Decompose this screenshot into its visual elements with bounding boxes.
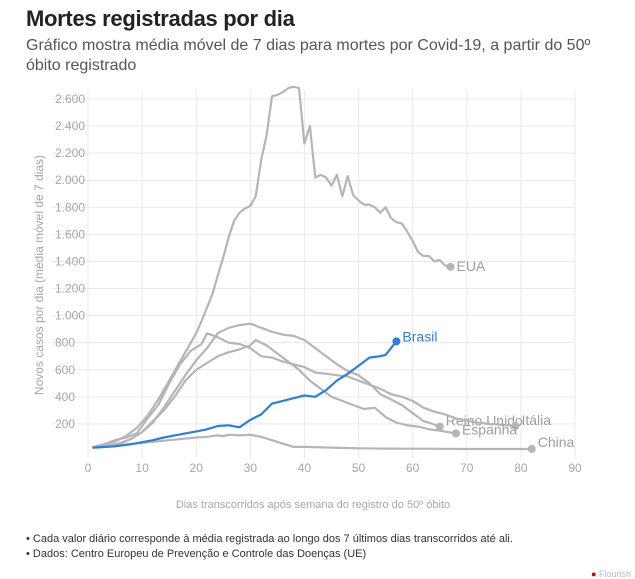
series-line-italia bbox=[92, 332, 517, 448]
y-tick-label: 1.200 bbox=[55, 282, 85, 296]
highlighted-series-group: Brasil bbox=[92, 328, 437, 449]
series-end-marker-brasil bbox=[392, 337, 401, 346]
y-tick-label: 600 bbox=[55, 363, 75, 377]
x-axis-title: Dias transcorridos após semana do regist… bbox=[176, 499, 450, 511]
x-tick-label: 50 bbox=[352, 461, 366, 475]
series-brasil: Brasil bbox=[92, 328, 437, 449]
y-tick-label: 400 bbox=[55, 390, 75, 404]
series-italia: Itália bbox=[92, 332, 551, 448]
y-tick-label: 2.200 bbox=[55, 146, 85, 160]
y-axis-ticks: 200 400 600 800 1.000 1.200 1.400 1.600 1.800 2.0… bbox=[55, 92, 85, 431]
x-tick-label: 70 bbox=[460, 461, 474, 475]
x-tick-label: 0 bbox=[85, 461, 92, 475]
flourish-mark-icon: ● bbox=[591, 569, 597, 579]
flourish-logo-text: Flourish bbox=[598, 569, 631, 579]
series-end-marker-eua bbox=[446, 262, 455, 271]
series-end-marker-espanha bbox=[451, 429, 460, 438]
x-tick-label: 90 bbox=[568, 461, 582, 475]
y-tick-label: 800 bbox=[55, 336, 75, 350]
series-line-china bbox=[92, 433, 533, 451]
y-axis-title: Novos casos por dia (média móvel de 7 di… bbox=[32, 155, 46, 395]
y-tick-label: 200 bbox=[55, 417, 75, 431]
series-end-marker-china bbox=[527, 444, 536, 453]
x-gridlines bbox=[87, 90, 576, 459]
x-tick-label: 10 bbox=[135, 461, 149, 475]
series-espanha: Espanha bbox=[92, 338, 517, 449]
series-line-brasil bbox=[92, 340, 398, 449]
series-label-italia: Itália bbox=[521, 412, 551, 428]
footnote-moving-average: • Cada valor diário corresponde à média … bbox=[26, 533, 513, 545]
y-tick-label: 2.600 bbox=[55, 92, 85, 106]
series-end-marker-italia bbox=[511, 421, 520, 430]
x-axis-ticks: 0 10 20 30 40 50 60 70 80 90 bbox=[85, 461, 582, 475]
series-line-eua bbox=[92, 85, 452, 448]
x-tick-label: 30 bbox=[244, 461, 258, 475]
y-tick-label: 1.600 bbox=[55, 227, 85, 241]
chart-title: Mortes registradas por dia bbox=[26, 6, 295, 31]
x-tick-label: 60 bbox=[406, 461, 420, 475]
footnotes: • Cada valor diário corresponde à média … bbox=[26, 532, 513, 562]
x-tick-label: 80 bbox=[514, 461, 528, 475]
series-label-china: China bbox=[538, 434, 575, 450]
y-tick-label: 1.400 bbox=[55, 254, 85, 268]
flourish-logo[interactable]: ● Flourish bbox=[591, 569, 631, 579]
chart-subtitle: Gráfico mostra média móvel de 7 dias par… bbox=[26, 37, 591, 74]
series-label-brasil: Brasil bbox=[402, 328, 437, 344]
series-line-espanha bbox=[92, 338, 458, 449]
x-tick-label: 40 bbox=[298, 461, 312, 475]
y-gridlines bbox=[52, 98, 575, 425]
series-eua: EUA bbox=[92, 85, 486, 448]
y-tick-label: 1.000 bbox=[55, 309, 85, 323]
line-chart: 0 10 20 30 40 50 60 70 80 90 200 400 600 800 1.000 1.2… bbox=[32, 85, 582, 511]
series-china: China bbox=[92, 433, 575, 453]
y-tick-label: 2.000 bbox=[55, 173, 85, 187]
series-end-marker-reino-unido bbox=[435, 422, 444, 431]
series-label-espanha: Espanha bbox=[462, 421, 517, 437]
footnote-source: • Dados: Centro Europeu de Prevenção e C… bbox=[26, 548, 367, 560]
series-label-eua: EUA bbox=[457, 258, 486, 274]
x-tick-label: 20 bbox=[190, 461, 204, 475]
y-tick-label: 2.400 bbox=[55, 119, 85, 133]
y-tick-label: 1.800 bbox=[55, 200, 85, 214]
